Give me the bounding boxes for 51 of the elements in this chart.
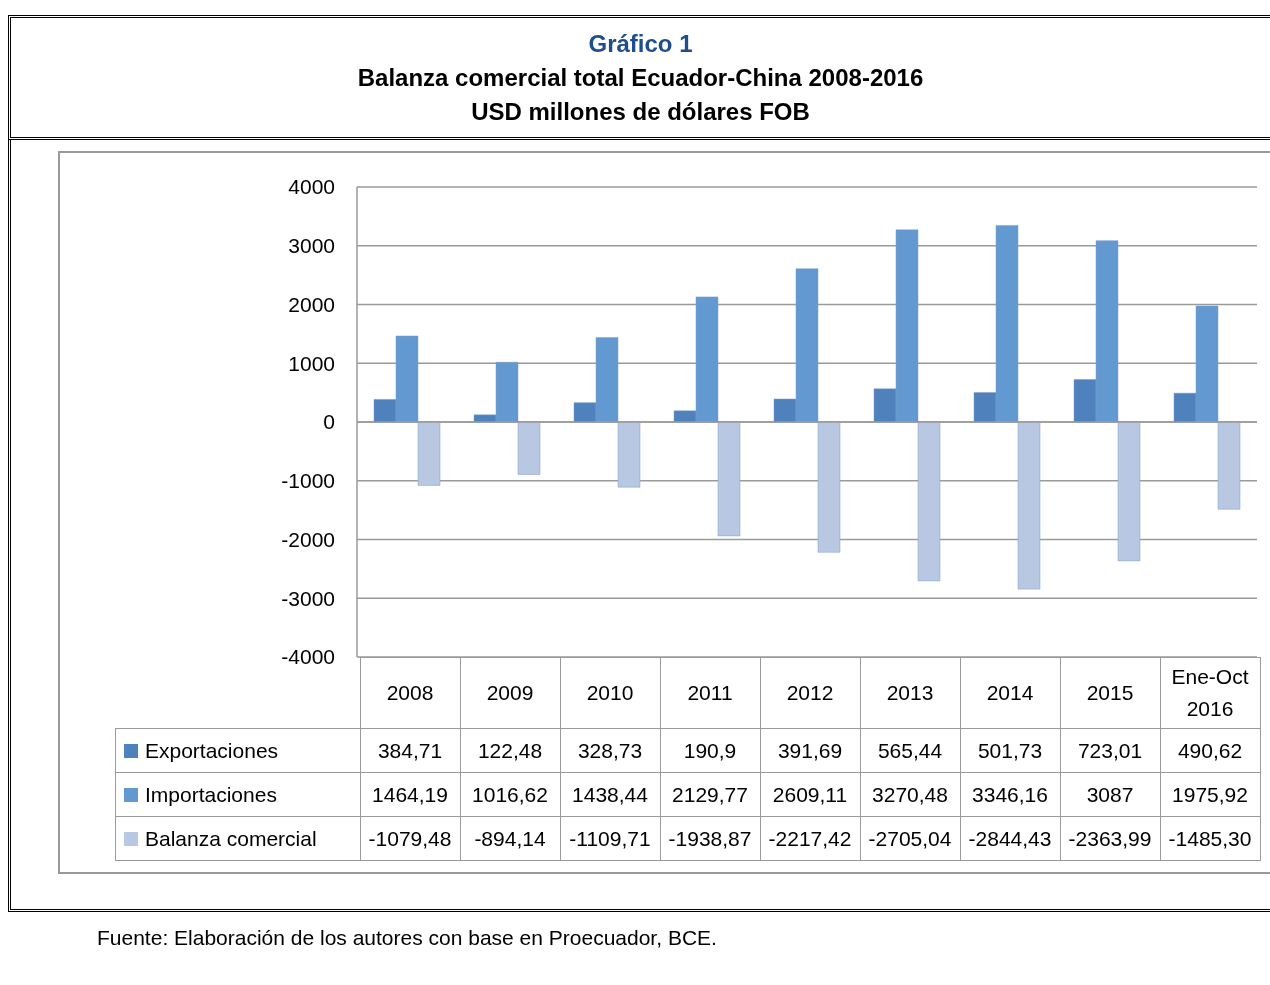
chart-subtitle: Balanza comercial total Ecuador-China 2008-2016 USD millones de dólares FOB: [356, 64, 925, 126]
data-label: 1464,19: [360, 772, 460, 817]
data-label: -2363,99: [1060, 816, 1160, 861]
data-label: -1109,71: [560, 816, 660, 861]
data-label: 723,01: [1060, 728, 1160, 773]
x-tick-label: 2009: [460, 657, 560, 729]
data-label: 190,9: [660, 728, 760, 773]
y-tick-label: -2000: [281, 527, 335, 551]
y-tick-label: 2000: [288, 292, 335, 316]
data-label: -2217,42: [760, 816, 860, 861]
data-label: 384,71: [360, 728, 460, 773]
data-label: 565,44: [860, 728, 960, 773]
data-label: 122,48: [460, 728, 560, 773]
legend-label: Exportaciones: [115, 728, 360, 773]
y-tick-label: -3000: [281, 586, 335, 610]
x-tick-label: 2014: [960, 657, 1060, 729]
data-label: -2844,43: [960, 816, 1060, 861]
data-label: -1485,30: [1160, 816, 1260, 861]
data-label: 1016,62: [460, 772, 560, 817]
x-tick-label: 2011: [660, 657, 760, 729]
data-label: 1975,92: [1160, 772, 1260, 817]
data-label: -2705,04: [860, 816, 960, 861]
y-tick-label: 1000: [288, 351, 335, 375]
data-label: -1938,87: [660, 816, 760, 861]
x-tick-label: 2012: [760, 657, 860, 729]
data-label: 2609,11: [760, 772, 860, 817]
y-tick-label: -4000: [281, 645, 335, 669]
y-tick-label: 3000: [288, 234, 335, 258]
y-tick-label: 0: [323, 410, 335, 434]
y-tick-label: 4000: [288, 175, 335, 199]
data-label: 3346,16: [960, 772, 1060, 817]
data-label: 3087: [1060, 772, 1160, 817]
data-label: 328,73: [560, 728, 660, 773]
legend-label: Importaciones: [115, 772, 360, 817]
x-tick-label: 2010: [560, 657, 660, 729]
data-label: 2129,77: [660, 772, 760, 817]
legend-label: Balanza comercial: [115, 816, 360, 861]
chart-title: Gráfico 1: [587, 30, 694, 58]
data-label: 1438,44: [560, 772, 660, 817]
x-tick-label: Ene-Oct 2016: [1160, 657, 1260, 729]
x-tick-label: 2013: [860, 657, 960, 729]
y-tick-label: -1000: [281, 469, 335, 493]
data-label: 3270,48: [860, 772, 960, 817]
data-label: 391,69: [760, 728, 860, 773]
data-label: 490,62: [1160, 728, 1260, 773]
data-label: -1079,48: [360, 816, 460, 861]
source-note: Fuente: Elaboración de los autores con base en Proecuador, BCE.: [97, 926, 717, 950]
x-tick-label: 2008: [360, 657, 460, 729]
data-label: 501,73: [960, 728, 1060, 773]
data-label: -894,14: [460, 816, 560, 861]
x-tick-label: 2015: [1060, 657, 1160, 729]
